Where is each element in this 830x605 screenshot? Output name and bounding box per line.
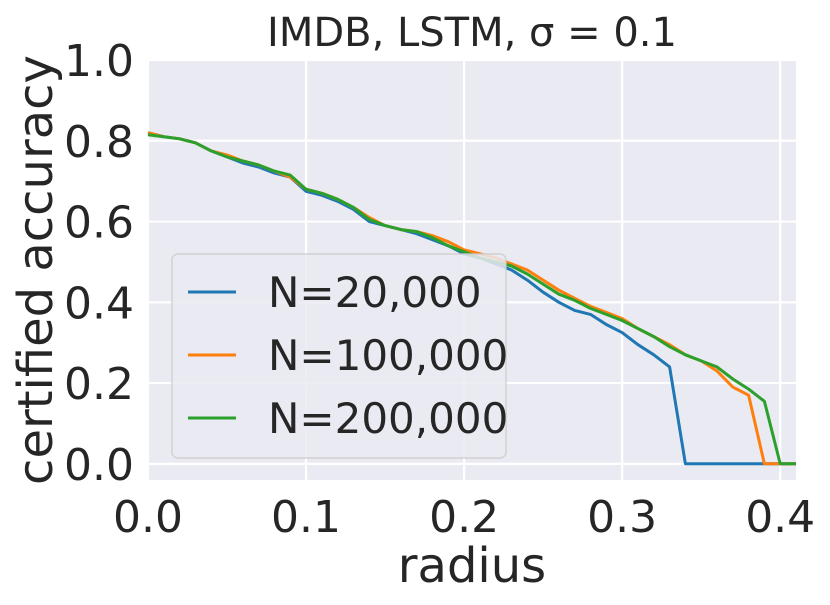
x-tick-label: 0.2 <box>429 492 499 543</box>
legend-label: N=100,000 <box>268 331 508 380</box>
y-axis-label: certified accuracy <box>8 55 64 485</box>
y-tick-label: 0.6 <box>64 198 134 249</box>
y-tick-label: 0.2 <box>64 359 134 410</box>
tick-labels: 0.0 0.1 0.2 0.3 0.4 0.0 0.2 0.4 0.6 0.8 1.0 <box>64 36 815 543</box>
x-axis-label: radius <box>398 538 546 594</box>
legend-label: N=20,000 <box>268 268 482 317</box>
y-tick-label: 0.8 <box>64 117 134 168</box>
y-tick-label: 1.0 <box>64 36 134 87</box>
chart-title: IMDB, LSTM, σ = 0.1 <box>267 10 677 56</box>
x-tick-label: 0.1 <box>271 492 341 543</box>
legend: N=20,000 N=100,000 N=200,000 <box>171 253 508 459</box>
legend-label: N=200,000 <box>268 394 508 443</box>
y-tick-label: 0.4 <box>64 278 134 329</box>
x-tick-label: 0.0 <box>113 492 183 543</box>
x-tick-label: 0.4 <box>745 492 815 543</box>
legend-box <box>171 253 507 459</box>
y-tick-label: 0.0 <box>64 440 134 491</box>
x-tick-label: 0.3 <box>587 492 657 543</box>
